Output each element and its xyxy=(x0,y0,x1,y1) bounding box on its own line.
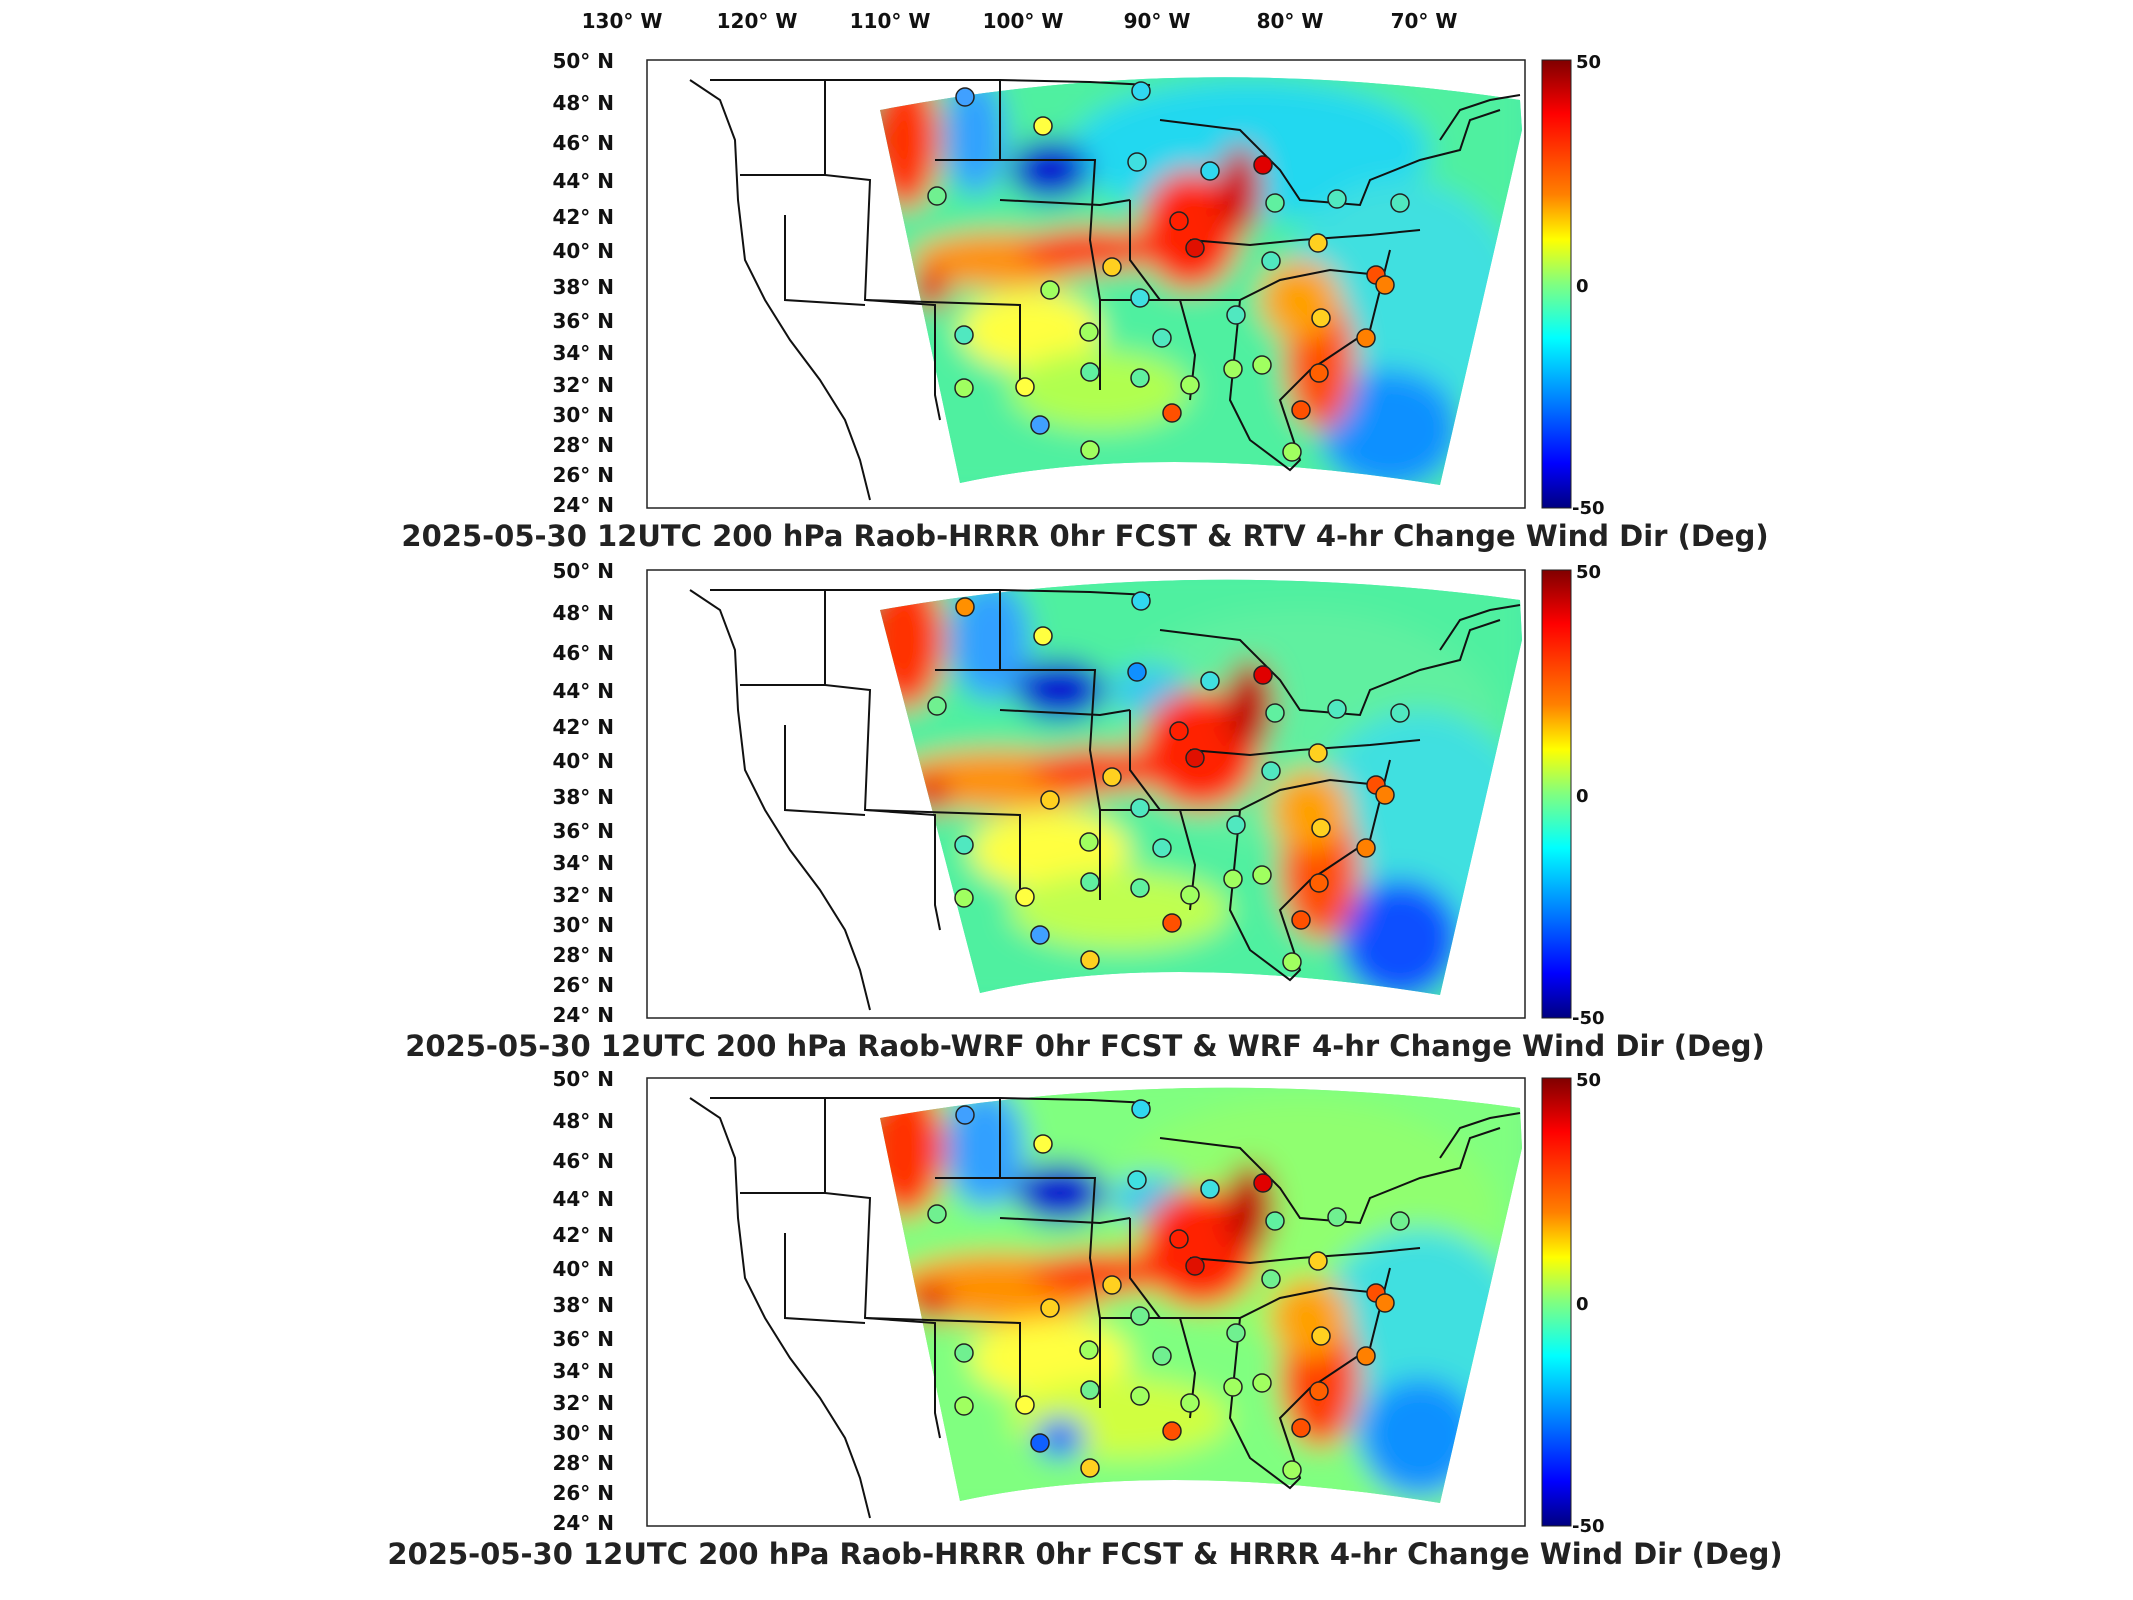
svg-text:32° N: 32° N xyxy=(552,373,614,397)
panel-title: 2025-05-30 12UTC 200 hPa Raob-HRRR 0hr F… xyxy=(387,1537,1782,1571)
colorbar-min-label: -50 xyxy=(1572,1008,1605,1029)
svg-text:42° N: 42° N xyxy=(552,715,614,739)
svg-text:44° N: 44° N xyxy=(552,679,614,703)
svg-text:30° N: 30° N xyxy=(552,1421,614,1445)
svg-text:40° N: 40° N xyxy=(552,239,614,263)
svg-text:26° N: 26° N xyxy=(552,1481,614,1505)
svg-text:44° N: 44° N xyxy=(552,1187,614,1211)
colorbar: 50 0 -50 xyxy=(1541,52,1605,519)
svg-text:32° N: 32° N xyxy=(552,883,614,907)
svg-text:46° N: 46° N xyxy=(552,131,614,155)
lon-label: 90° W xyxy=(1124,9,1191,33)
colorbar-max-label: 50 xyxy=(1576,52,1601,73)
svg-text:26° N: 26° N xyxy=(552,973,614,997)
boundaries xyxy=(689,79,1521,501)
colorbar-mid-label: 0 xyxy=(1576,276,1589,297)
map-panel-2: 50° N 48° N 46° N 44° N 42° N 40° N 38° … xyxy=(405,559,1765,1063)
panel-title: 2025-05-30 12UTC 200 hPa Raob-WRF 0hr FC… xyxy=(405,1029,1765,1063)
longitude-labels: 130° W 120° W 110° W 100° W 90° W 80° W … xyxy=(582,9,1458,33)
svg-text:40° N: 40° N xyxy=(552,749,614,773)
svg-text:30° N: 30° N xyxy=(552,403,614,427)
raob-stations xyxy=(927,81,1410,462)
raob-stations xyxy=(927,591,1410,972)
colorbar-min-label: -50 xyxy=(1572,498,1605,519)
colorbar: 50 0 -50 xyxy=(1541,562,1605,1029)
colorbar-mid-label: 0 xyxy=(1576,1294,1589,1315)
map-panel-1: 50° N 48° N 46° N 44° N 42° N 40° N 38° … xyxy=(401,49,1768,553)
svg-text:40° N: 40° N xyxy=(552,1257,614,1281)
svg-text:50° N: 50° N xyxy=(552,559,614,583)
svg-text:38° N: 38° N xyxy=(552,1293,614,1317)
boundaries xyxy=(689,589,1521,1011)
svg-text:28° N: 28° N xyxy=(552,1451,614,1475)
colorbar-max-label: 50 xyxy=(1576,562,1601,583)
svg-text:38° N: 38° N xyxy=(552,275,614,299)
svg-text:48° N: 48° N xyxy=(552,1109,614,1133)
svg-text:34° N: 34° N xyxy=(552,851,614,875)
svg-text:28° N: 28° N xyxy=(552,943,614,967)
svg-text:46° N: 46° N xyxy=(552,641,614,665)
latitude-labels: 50° N 48° N 46° N 44° N 42° N 40° N 38° … xyxy=(552,49,614,517)
svg-text:24° N: 24° N xyxy=(552,1003,614,1027)
svg-text:50° N: 50° N xyxy=(552,1067,614,1091)
lon-label: 120° W xyxy=(717,9,798,33)
svg-text:48° N: 48° N xyxy=(552,91,614,115)
lon-label: 130° W xyxy=(582,9,663,33)
latitude-labels: 50° N 48° N 46° N 44° N 42° N 40° N 38° … xyxy=(552,559,614,1027)
colorbar-mid-label: 0 xyxy=(1576,786,1589,807)
raob-stations xyxy=(927,1099,1410,1480)
colorbar-max-label: 50 xyxy=(1576,1070,1601,1091)
svg-text:42° N: 42° N xyxy=(552,205,614,229)
colorbar: 50 0 -50 xyxy=(1541,1070,1605,1537)
svg-text:48° N: 48° N xyxy=(552,601,614,625)
latitude-labels: 50° N 48° N 46° N 44° N 42° N 40° N 38° … xyxy=(552,1067,614,1535)
svg-text:32° N: 32° N xyxy=(552,1391,614,1415)
svg-text:46° N: 46° N xyxy=(552,1149,614,1173)
svg-text:38° N: 38° N xyxy=(552,785,614,809)
lon-label: 110° W xyxy=(850,9,931,33)
panel-title: 2025-05-30 12UTC 200 hPa Raob-HRRR 0hr F… xyxy=(401,519,1768,553)
wind-direction-field xyxy=(880,77,1522,485)
svg-text:36° N: 36° N xyxy=(552,1327,614,1351)
wind-direction-field xyxy=(880,1087,1522,1503)
svg-text:44° N: 44° N xyxy=(552,169,614,193)
svg-text:42° N: 42° N xyxy=(552,1223,614,1247)
svg-text:28° N: 28° N xyxy=(552,433,614,457)
lon-label: 70° W xyxy=(1391,9,1458,33)
svg-text:24° N: 24° N xyxy=(552,1511,614,1535)
svg-text:34° N: 34° N xyxy=(552,1359,614,1383)
lon-label: 100° W xyxy=(983,9,1064,33)
map-panel-3: 50° N 48° N 46° N 44° N 42° N 40° N 38° … xyxy=(387,1067,1782,1571)
svg-text:50° N: 50° N xyxy=(552,49,614,73)
svg-text:36° N: 36° N xyxy=(552,819,614,843)
svg-text:24° N: 24° N xyxy=(552,493,614,517)
lon-label: 80° W xyxy=(1257,9,1324,33)
svg-text:30° N: 30° N xyxy=(552,913,614,937)
colorbar-min-label: -50 xyxy=(1572,1516,1605,1537)
wind-direction-field xyxy=(880,579,1522,995)
svg-text:26° N: 26° N xyxy=(552,463,614,487)
svg-text:36° N: 36° N xyxy=(552,309,614,333)
svg-text:34° N: 34° N xyxy=(552,341,614,365)
